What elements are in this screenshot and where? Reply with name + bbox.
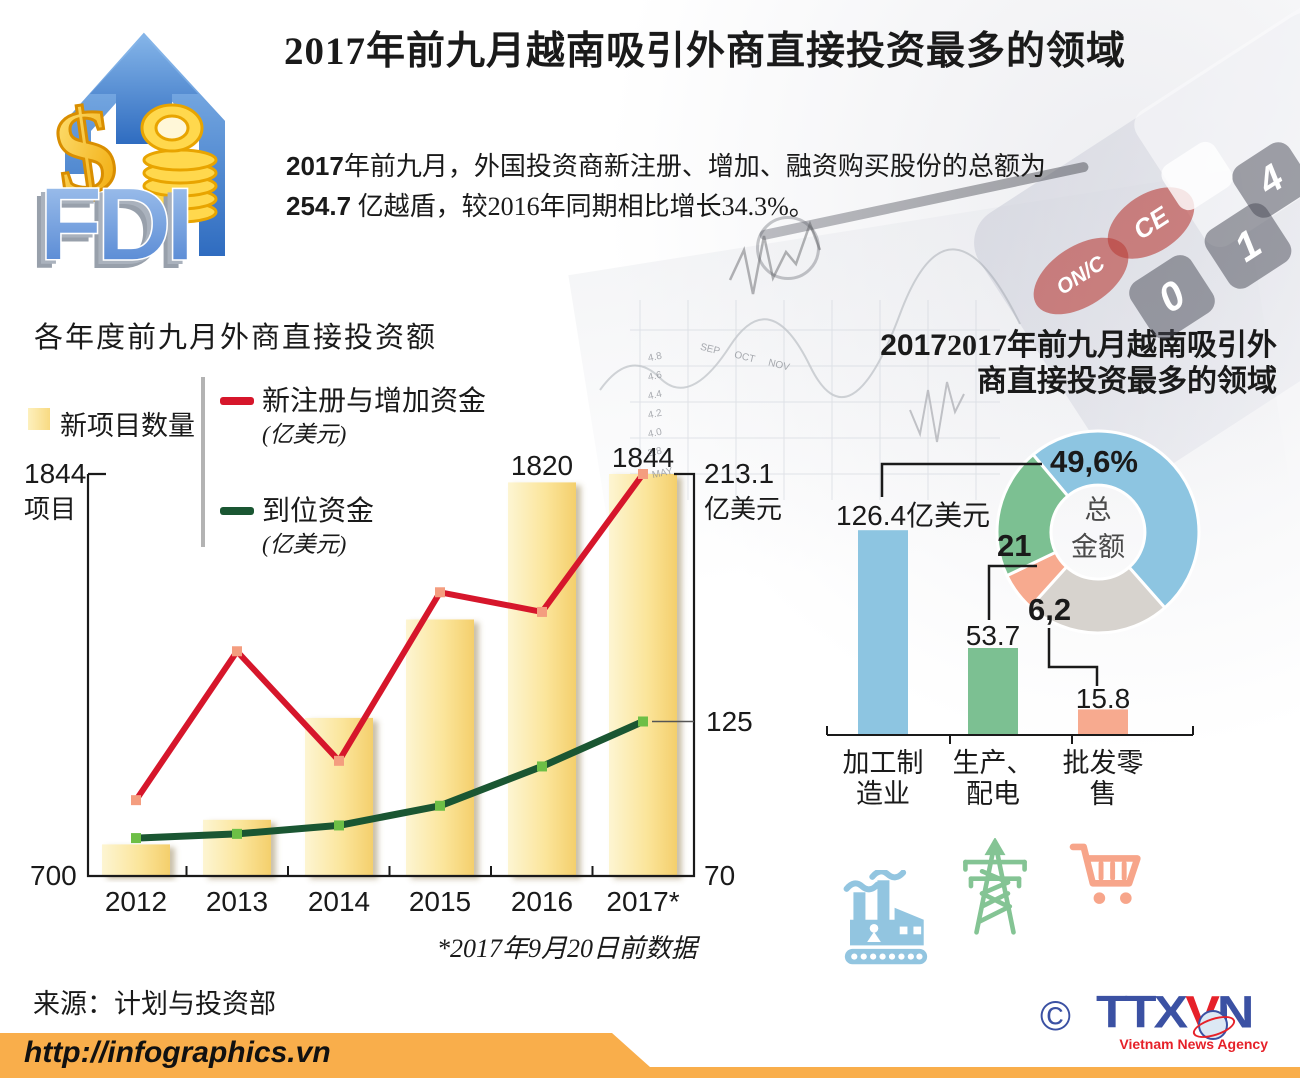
intro-line-1: 2017年前九月，外国投资商新注册、增加、融资购买股份的总额为 <box>286 151 1046 181</box>
legend-green-label: 到位资金 <box>262 496 375 527</box>
series-line-2 <box>132 718 647 842</box>
y-left-bottom-value: 700 <box>30 860 77 891</box>
source-label: 来源：计划与投资部 <box>33 989 276 1019</box>
series-marker <box>334 820 344 831</box>
donut-slice-1 <box>1028 565 1167 635</box>
power-tower-icon <box>963 838 1027 935</box>
x-label-2013: 2013 <box>205 886 269 917</box>
legend-bar-label: 新项目数量 <box>60 411 195 441</box>
y-right-mid-value: 125 <box>706 706 753 737</box>
project-bar-2012 <box>102 844 170 876</box>
y-right-bottom-value: 70 <box>704 860 736 891</box>
legend-red-dash <box>220 397 254 405</box>
series-marker <box>232 828 242 839</box>
svg-text:$: $ <box>46 81 124 221</box>
x-label-2014: 2014 <box>307 886 371 917</box>
bar-value-electricity: 53.7 <box>965 620 1021 651</box>
y-left-top-unit: 项目 <box>24 495 77 524</box>
series-marker <box>435 800 445 811</box>
copyright-icon: © <box>1040 992 1071 1039</box>
page-title: 2017年前九月越南吸引外商直接投资最多的领域 <box>284 30 1127 73</box>
cat-label-retail: 批发零 售 <box>1062 748 1144 809</box>
fdi-logo: $ FDI FDI FDI <box>30 32 225 280</box>
x-label-2017: 2017* <box>606 886 680 917</box>
project-bar-2017* <box>609 474 677 876</box>
dollar-icon: $ <box>45 80 126 223</box>
donut-label-salmon-pct: 6,2 <box>1028 592 1072 627</box>
legend-green-dash <box>220 507 254 515</box>
project-bar-2013 <box>203 819 271 876</box>
intro-line-2: 254.7 亿越盾，较2016年同期相比增长34.3%。 <box>286 191 815 221</box>
right-chart-baseline <box>826 726 1194 744</box>
project-bar-2015 <box>406 619 474 876</box>
cat-label-processing: 加工制 造业 <box>842 748 924 809</box>
sector-bar-1 <box>968 648 1018 735</box>
globe-icon <box>1198 1010 1228 1040</box>
ttxvn-letters: TTXVN <box>1096 986 1254 1038</box>
annotation-connectors <box>880 462 1099 686</box>
x-label-2016: 2016 <box>510 886 574 917</box>
coins-icon <box>140 103 218 224</box>
series-marker <box>131 833 141 844</box>
x-label-2015: 2015 <box>408 886 472 917</box>
right-chart-title-line1: 20172017年前九月越南吸引外 <box>880 329 1277 362</box>
series-marker <box>638 716 648 727</box>
y-left-top-value: 1844 <box>24 458 87 489</box>
series-marker <box>537 761 547 772</box>
series-marker <box>435 587 445 598</box>
fdi-letters: FDI FDI FDI <box>30 166 195 280</box>
intro-number-2017: 2017 <box>286 151 344 181</box>
factory-icon <box>843 870 928 965</box>
donut-slice-0 <box>1031 429 1201 610</box>
ttxvn-tagline: Vietnam News Agency <box>1119 1036 1268 1052</box>
svg-text:FDI: FDI <box>39 167 189 280</box>
intro-number-254: 254.7 <box>286 191 352 221</box>
cat-label-electricity: 生产、 配电 <box>952 748 1034 809</box>
left-chart-axes <box>86 472 696 878</box>
left-chart-title: 各年度前九月外商直接投资额 <box>34 322 438 354</box>
series-line-1 <box>133 471 646 804</box>
shopping-cart-icon <box>1069 843 1141 904</box>
sector-bar-2 <box>1078 709 1128 735</box>
legend-divider <box>201 377 205 547</box>
website-url[interactable]: http://infographics.vn <box>24 1036 331 1069</box>
svg-text:FDI: FDI <box>30 175 180 280</box>
y-right-top-unit: 亿美元 <box>704 495 783 524</box>
donut-label-green-pct: 21 <box>997 528 1032 563</box>
x-label-2012: 2012 <box>104 886 168 917</box>
legend-red-label: 新注册与增加资金 <box>262 386 487 417</box>
donut-chart <box>995 429 1201 635</box>
legend-red-unit: (亿美元) <box>262 422 347 447</box>
donut-slice-3 <box>995 453 1070 578</box>
chart-footnote: *2017年9月20日前数据 <box>436 934 697 963</box>
legend-bar-swatch <box>28 408 50 430</box>
y-right-top-value: 213.1 <box>704 458 775 489</box>
svg-text:FDI: FDI <box>34 171 184 280</box>
bar-value-2016: 1820 <box>510 450 574 481</box>
legend-green-unit: (亿美元) <box>262 532 347 557</box>
series-marker <box>131 795 141 806</box>
bar-value-retail: 15.8 <box>1075 683 1131 714</box>
sector-bar-0 <box>858 530 908 735</box>
right-chart-title-line2: 商直接投资最多的领域 <box>977 365 1277 398</box>
right-title-bold-year: 2017 <box>880 329 947 362</box>
project-bar-2016 <box>508 482 576 876</box>
series-marker <box>537 606 547 617</box>
bar-value-processing: 126.4亿美元 <box>836 500 991 531</box>
series-marker <box>334 755 344 766</box>
donut-center-label: 总 金额 <box>1071 495 1125 562</box>
project-bar-2014 <box>305 717 373 876</box>
series-marker <box>638 469 648 479</box>
donut-label-blue-pct: 49,6% <box>1050 444 1138 479</box>
series-marker <box>232 646 242 657</box>
bar-value-2017: 1844 <box>611 442 675 473</box>
